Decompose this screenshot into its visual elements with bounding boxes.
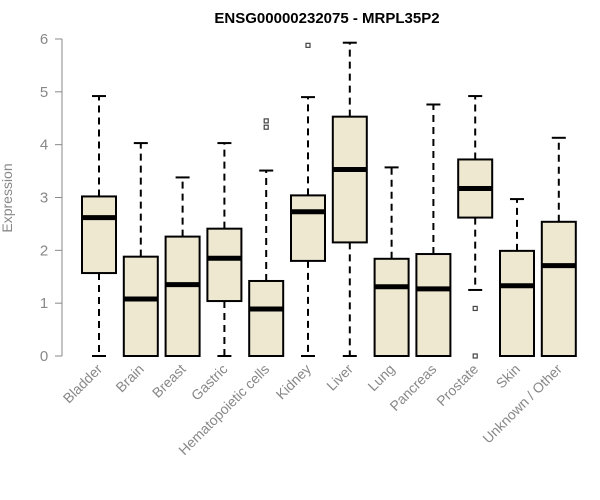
box-iqr [290,194,326,262]
box-lung [373,166,410,357]
box-kidney [290,42,326,357]
outlier-point [263,118,269,124]
box-skin [499,198,535,357]
y-axis-label: Expression [0,163,15,232]
box-iqr [206,227,243,303]
box-bladder [81,95,117,357]
outlier-point [472,305,478,312]
y-tick-label: 1 [40,295,48,312]
box-iqr [81,195,117,275]
x-tick-label: Brain [112,361,146,395]
box-pancreas [415,103,452,357]
box-unknown-other [540,136,577,357]
x-tick-label: Lung [364,361,397,394]
x-tick-label: Prostate [433,361,481,409]
x-tick-label: Breast [149,361,189,401]
y-tick-label: 0 [40,348,48,365]
y-tick-label: 4 [40,137,48,154]
outlier-point [305,42,311,48]
y-tick-label: 5 [40,84,48,101]
box-iqr [540,220,577,357]
y-tick-label: 6 [40,31,48,48]
box-iqr [331,115,368,244]
box-iqr [499,249,535,357]
x-tick-label: Kidney [273,361,315,403]
y-axis: 0 1 2 3 4 5 6 [40,31,63,365]
x-tick-label: Bladder [60,361,106,407]
boxes [81,41,577,359]
box-brain [122,142,159,358]
y-tick-label: 3 [40,190,48,207]
outlier-point [263,124,269,130]
box-prostate [457,95,494,359]
y-tick-label: 2 [40,242,48,259]
box-iqr [248,279,285,357]
box-breast [164,176,201,357]
box-gastric [206,142,243,357]
x-tick-label: Unknown / Other [479,361,565,447]
chart-title: ENSG00000232075 - MRPL35P2 [214,10,439,27]
box-iqr [122,255,159,358]
box-liver [331,41,368,357]
box-hematopoietic-cells [248,118,285,357]
x-tick-label: Liver [323,361,356,394]
x-tick-label: Skin [493,361,524,392]
outlier-point [472,353,478,359]
box-iqr [415,253,452,357]
box-iqr [164,235,201,357]
box-iqr [373,257,410,357]
